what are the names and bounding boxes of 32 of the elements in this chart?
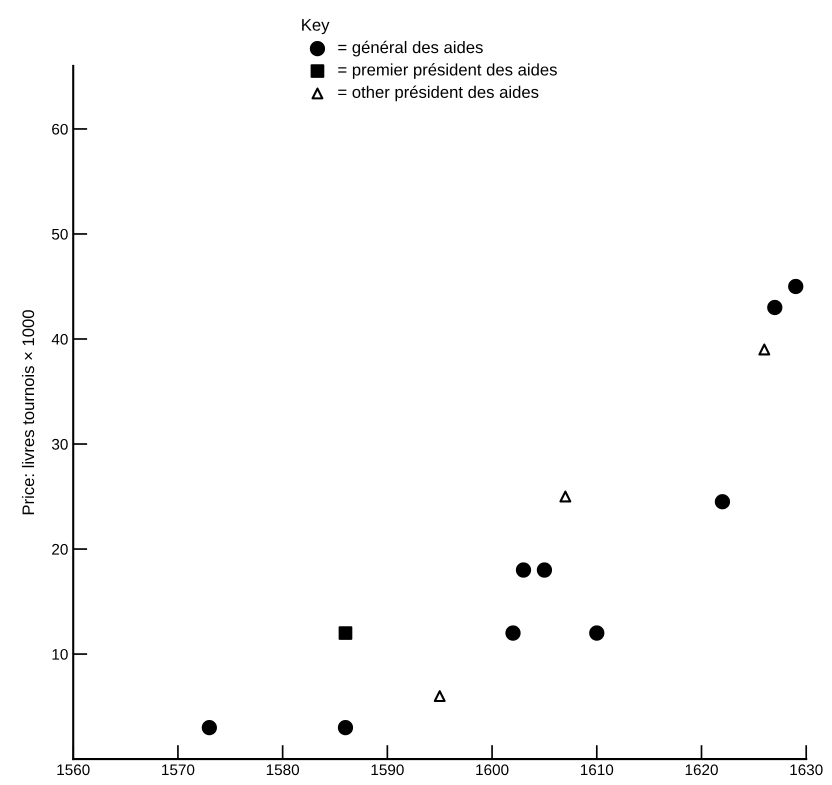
point [758,344,770,356]
point [788,278,804,294]
point [767,300,782,316]
legend-label: = other président des aides [338,86,538,102]
x-tick-label: 1580 [266,764,300,776]
x-tick-label: 1600 [476,764,508,776]
y-tick-label: 30 [52,438,68,450]
y-tick-label: 50 [52,228,68,240]
point [536,562,552,578]
point [516,562,532,578]
point [202,720,217,736]
y-tick-label: 10 [52,648,68,660]
point [559,490,572,502]
x-tick-label: 1590 [372,764,404,776]
legend-title: Key [302,19,330,34]
x-tick-label: 1570 [162,764,194,776]
x-tick-label: 1630 [790,764,823,776]
point [434,690,446,702]
point [505,625,521,641]
x-tick-label: 1560 [57,764,90,776]
point [338,720,354,736]
x-tick-label: 1620 [686,764,718,776]
y-tick-label: 20 [52,544,68,555]
x-tick-label: 1610 [580,764,614,776]
y-tick-label: 60 [52,124,68,135]
y-axis-title: Price: livres tournois × 1000 [22,310,34,514]
legend-label: = général des aides [338,40,483,56]
legend-label: = premier président des aides [338,63,557,79]
y-tick-label: 40 [52,334,68,345]
point [714,494,730,510]
point [338,626,352,640]
point [589,625,604,641]
